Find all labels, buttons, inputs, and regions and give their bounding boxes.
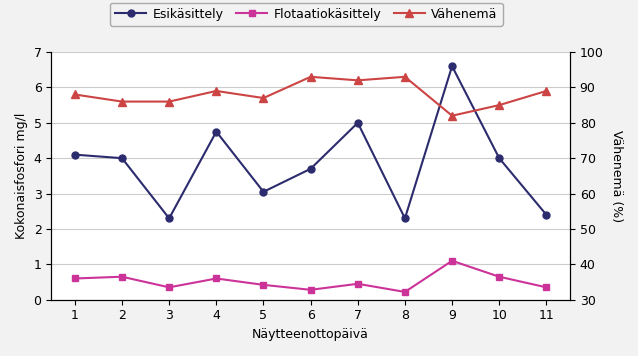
Vähenemä	[307, 75, 315, 79]
Y-axis label: Kokonaisfosfori mg/l: Kokonaisfosfori mg/l	[15, 113, 28, 239]
Line: Flotaatiokäsittely: Flotaatiokäsittely	[71, 257, 550, 295]
Legend: Esikäsittely, Flotaatiokäsittely, Vähenemä: Esikäsittely, Flotaatiokäsittely, Vähene…	[110, 3, 503, 26]
Vähenemä	[212, 89, 220, 93]
Esikäsittely	[118, 156, 126, 160]
Flotaatiokäsittely	[401, 290, 409, 294]
Flotaatiokäsittely	[260, 283, 267, 287]
Vähenemä	[71, 92, 78, 96]
Vähenemä	[401, 75, 409, 79]
Vähenemä	[449, 114, 456, 118]
Flotaatiokäsittely	[71, 276, 78, 281]
Vähenemä	[495, 103, 503, 107]
Flotaatiokäsittely	[449, 259, 456, 263]
Vähenemä	[354, 78, 362, 83]
Esikäsittely	[401, 216, 409, 220]
Vähenemä	[118, 99, 126, 104]
Line: Esikäsittely: Esikäsittely	[71, 63, 550, 222]
Flotaatiokäsittely	[354, 282, 362, 286]
Flotaatiokäsittely	[118, 274, 126, 279]
Vähenemä	[542, 89, 550, 93]
Line: Vähenemä: Vähenemä	[71, 73, 551, 120]
Flotaatiokäsittely	[542, 285, 550, 289]
Esikäsittely	[165, 216, 173, 220]
Esikäsittely	[449, 64, 456, 68]
Esikäsittely	[495, 156, 503, 160]
Flotaatiokäsittely	[212, 276, 220, 281]
Esikäsittely	[354, 121, 362, 125]
Flotaatiokäsittely	[165, 285, 173, 289]
Esikäsittely	[307, 167, 315, 171]
Esikäsittely	[71, 152, 78, 157]
Esikäsittely	[542, 213, 550, 217]
Esikäsittely	[212, 130, 220, 134]
Vähenemä	[165, 99, 173, 104]
Vähenemä	[260, 96, 267, 100]
Esikäsittely	[260, 190, 267, 194]
Flotaatiokäsittely	[495, 274, 503, 279]
Flotaatiokäsittely	[307, 288, 315, 292]
Y-axis label: Vähenemä (%): Vähenemä (%)	[610, 130, 623, 222]
X-axis label: Näytteenottopäivä: Näytteenottopäivä	[252, 328, 369, 341]
